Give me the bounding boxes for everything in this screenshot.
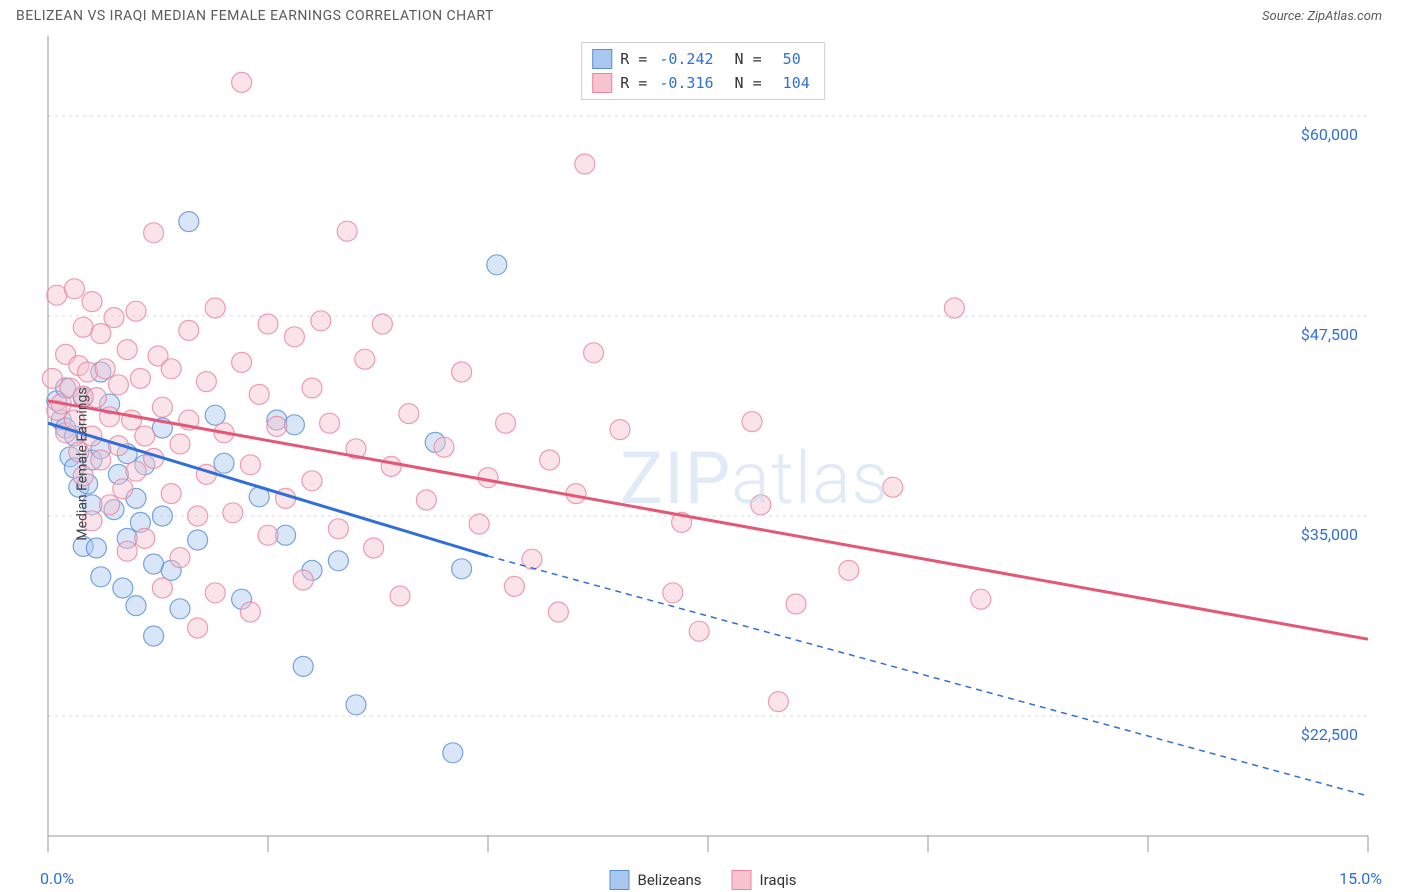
series-legend: Belizeans Iraqis xyxy=(609,870,796,890)
legend-swatch xyxy=(592,49,612,69)
legend-swatch xyxy=(732,870,752,890)
x-axis-min-label: 0.0% xyxy=(40,869,74,888)
chart-header: BELIZEAN VS IRAQI MEDIAN FEMALE EARNINGS… xyxy=(0,0,1406,28)
legend-swatch xyxy=(609,870,629,890)
x-axis-max-label: 15.0% xyxy=(1339,869,1382,888)
source-attribution: Source: ZipAtlas.com xyxy=(1262,9,1382,24)
legend-row: R =-0.316 N = 104 xyxy=(592,71,814,95)
legend-item: Belizeans xyxy=(609,870,701,890)
chart-container: Median Female Earnings $22,500 $35,000 $47… xyxy=(0,36,1406,892)
chart-title: BELIZEAN VS IRAQI MEDIAN FEMALE EARNINGS… xyxy=(16,8,494,24)
y-axis-label: Median Female Earnings xyxy=(75,387,91,540)
correlation-legend: R =-0.242 N = 50R =-0.316 N = 104 xyxy=(581,42,825,100)
scatter-plot: $22,500 $35,000 $47,500 $60,000 xyxy=(0,36,1406,892)
svg-text:$60,000: $60,000 xyxy=(1301,125,1358,144)
legend-swatch xyxy=(592,73,612,93)
legend-item: Iraqis xyxy=(732,870,797,890)
legend-row: R =-0.242 N = 50 xyxy=(592,47,814,71)
svg-text:$47,500: $47,500 xyxy=(1301,325,1358,344)
svg-text:$35,000: $35,000 xyxy=(1301,525,1358,544)
svg-text:$22,500: $22,500 xyxy=(1301,725,1358,744)
